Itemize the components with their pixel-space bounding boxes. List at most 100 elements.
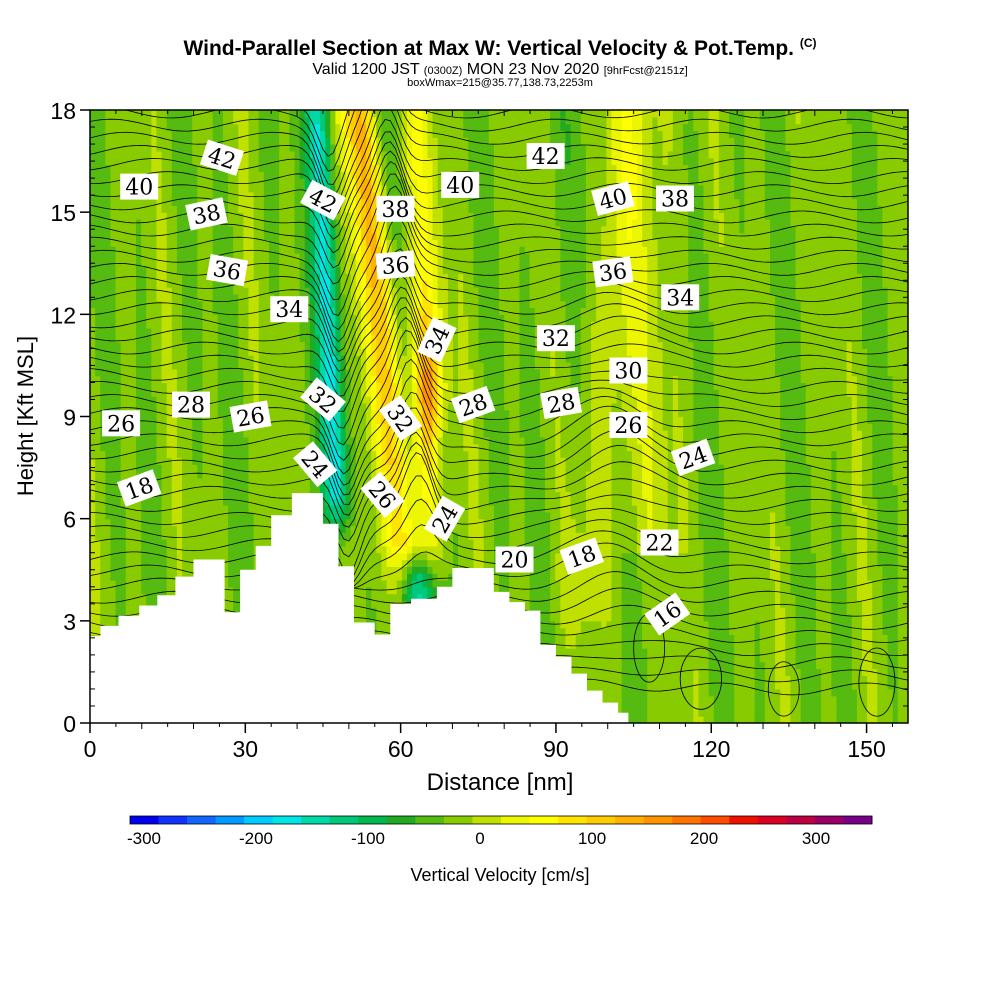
- isentrope-line: [90, 344, 908, 475]
- isentrope-label-text: 22: [646, 532, 674, 557]
- chart-title: Wind-Parallel Section at Max W: Vertical…: [183, 36, 817, 60]
- isentrope-line: [90, 141, 908, 254]
- isentrope-label-text: 34: [275, 298, 303, 323]
- isentrope-label: 40: [441, 171, 480, 199]
- isentrope-line: [90, 375, 908, 496]
- colorbar-swatch: [643, 816, 673, 824]
- isentrope-line: [90, 329, 908, 461]
- isentrope-line: [90, 110, 908, 185]
- isentrope-line: [90, 556, 908, 591]
- x-tick-label: 30: [233, 736, 259, 762]
- isentrope-line: [90, 131, 908, 240]
- isentrope-line: [90, 275, 908, 384]
- y-tick-label: 9: [63, 405, 76, 431]
- colorbar-swatch: [158, 816, 188, 824]
- isentrope-label-text: 38: [661, 188, 689, 213]
- colorbar-tick-label: 300: [802, 829, 830, 848]
- isentrope-label-text: 28: [177, 394, 205, 419]
- isentrope-label-text: 40: [125, 176, 153, 201]
- colorbar-swatch: [215, 816, 245, 824]
- chart-subtitle: Valid 1200 JST (0300Z) MON 23 Nov 2020 […: [312, 61, 688, 78]
- isentrope-label-text: 36: [211, 257, 243, 286]
- isentrope-label-text: 36: [598, 259, 629, 288]
- isentrope-label-text: 40: [446, 174, 474, 199]
- isentrope-label-text: 26: [614, 414, 642, 439]
- isentrope-label: 26: [229, 400, 272, 433]
- y-tick-label: 3: [63, 609, 76, 635]
- isentrope-label-text: 20: [501, 549, 529, 574]
- isentrope-line: [90, 110, 908, 198]
- isentrope-line: [90, 358, 908, 486]
- isentrope-line: [90, 185, 908, 316]
- colorbar-tick-label: 100: [578, 829, 606, 848]
- isentrope-line: [858, 647, 896, 717]
- x-tick-label: 60: [388, 736, 414, 762]
- colorbar-swatch: [501, 816, 530, 824]
- isentrope-line: [90, 475, 908, 580]
- isentrope-label: 26: [609, 412, 648, 439]
- y-tick-label: 0: [63, 711, 76, 737]
- isentrope-line: [124, 110, 908, 172]
- colorbar-swatch: [329, 816, 359, 824]
- colorbar-swatch: [187, 816, 217, 824]
- isentrope-label: 40: [120, 173, 159, 201]
- colorbar-swatch: [672, 816, 702, 824]
- isentrope-line: [90, 407, 908, 516]
- isentrope-line: [90, 452, 908, 574]
- isentrope-label: 22: [640, 529, 679, 557]
- isentrope-line: [90, 391, 908, 505]
- colorbar-swatch: [700, 816, 730, 824]
- colorbar-swatch: [443, 816, 473, 824]
- isentrope-label-text: 38: [191, 200, 224, 230]
- isentrope-line: [90, 216, 908, 343]
- colorbar-tick-label: 200: [690, 829, 718, 848]
- isentrope-label-text: 38: [382, 198, 410, 223]
- isentrope-label: 26: [102, 410, 141, 437]
- colorbar-swatch: [529, 816, 559, 824]
- colorbar-swatch: [586, 816, 616, 824]
- isentrope-label: 32: [536, 325, 575, 352]
- colorbar-swatch: [130, 816, 159, 824]
- x-axis-label: Distance [nm]: [427, 769, 574, 796]
- isentrope-line: [679, 647, 723, 710]
- colorbar-tick-label: -300: [127, 829, 161, 848]
- colorbar-tick-label: -200: [239, 829, 273, 848]
- isentrope-line: [90, 119, 908, 229]
- isentrope-line: [90, 233, 908, 353]
- colorbar-swatch: [843, 816, 873, 824]
- isentrope-line: [90, 420, 908, 528]
- colorbar-tick-label: -100: [351, 829, 385, 848]
- isentrope-label-text: 30: [614, 360, 642, 385]
- isentrope-label-text: 34: [666, 286, 694, 311]
- isentrope-label: 38: [656, 185, 694, 213]
- colorbar-swatch: [615, 816, 645, 824]
- isentrope-line: [90, 161, 908, 285]
- x-tick-label: 0: [84, 736, 97, 762]
- isentrope-line: [90, 431, 908, 542]
- x-tick-label: 150: [847, 736, 885, 762]
- isentrope-line: [90, 542, 908, 589]
- isentrope-label: 36: [206, 253, 249, 286]
- x-tick-label: 90: [543, 736, 569, 762]
- isentrope-label-text: 36: [381, 253, 411, 280]
- isentrope-line: [90, 248, 908, 362]
- isentrope-line: [90, 297, 908, 412]
- isentrope-label: 28: [172, 391, 210, 419]
- colorbar-tick-label: 0: [475, 829, 484, 848]
- y-tick-label: 6: [63, 507, 76, 533]
- isentrope-label-text: 32: [542, 327, 570, 352]
- x-tick-label: 120: [692, 736, 730, 762]
- colorbar-swatch: [472, 816, 502, 824]
- isentrope-line: [90, 262, 908, 372]
- y-tick-label: 12: [50, 302, 76, 328]
- isentrope-contours: [90, 110, 908, 717]
- isentrope-label: 30: [609, 357, 648, 385]
- isentrope-label-text: 42: [532, 145, 560, 170]
- isentrope-label: 34: [270, 296, 309, 323]
- chart-box-info: boxWmax=215@35.77,138.73,2253m: [407, 77, 593, 89]
- isentrope-line: [767, 661, 800, 717]
- colorbar-swatch: [415, 816, 445, 824]
- colorbar-label: Vertical Velocity [cm/s]: [410, 865, 589, 885]
- colorbar-swatch: [558, 816, 588, 824]
